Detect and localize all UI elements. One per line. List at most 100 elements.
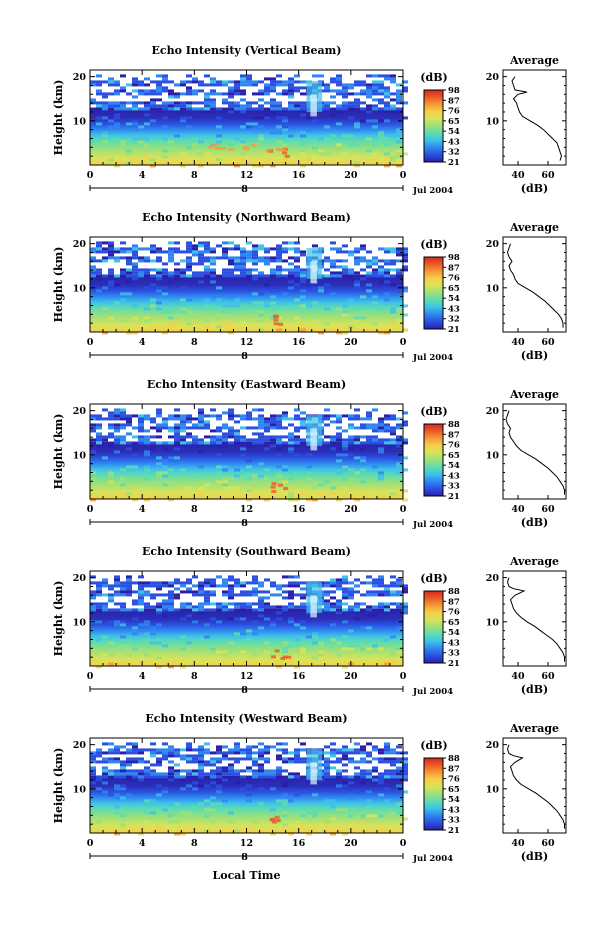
heatmap-cell [252, 769, 258, 773]
heatmap-cell [198, 745, 204, 749]
heatmap-cell [228, 802, 234, 806]
heatmap-cell [378, 584, 384, 588]
heatmap-cell [312, 632, 318, 636]
heatmap-cell [228, 271, 234, 275]
heatmap-cell [120, 620, 126, 624]
heatmap-cell [198, 411, 204, 415]
heatmap-cell [348, 775, 354, 779]
heatmap-cell [126, 423, 132, 427]
heatmap-cell [282, 575, 288, 579]
heatmap-cell [240, 802, 246, 806]
heatmap-cell [318, 289, 324, 293]
heatmap-cell [204, 635, 210, 639]
heatmap-cell [264, 608, 270, 612]
heatmap-cell [120, 322, 126, 326]
heatmap-cell [168, 596, 174, 600]
heatmap-cell [108, 241, 114, 245]
heatmap-cell [180, 775, 186, 779]
heatmap-cell [324, 593, 330, 597]
heatmap-cell [336, 459, 342, 463]
heatmap-cell [192, 250, 198, 254]
heatmap-cell [300, 80, 306, 84]
heatmap-cell [120, 247, 126, 251]
x-tick-label: 0 [400, 337, 407, 348]
heatmap-cell [330, 814, 336, 818]
heatmap-cell [144, 271, 150, 275]
heatmap-cell [270, 289, 276, 293]
heatmap-cell [222, 769, 228, 773]
heatmap-cell [156, 277, 162, 281]
heatmap-cell [330, 766, 336, 770]
heatmap-cell [174, 587, 180, 591]
heatmap-cell [354, 578, 360, 582]
heatmap-cell [258, 80, 264, 84]
heatmap-cell [210, 92, 216, 96]
heatmap-cell [174, 83, 180, 87]
heatmap-cell [186, 587, 192, 591]
heatmap-cell [138, 259, 144, 263]
heatmap-cell [246, 799, 252, 803]
heatmap-cell [330, 247, 336, 251]
heatmap-cell [96, 423, 102, 427]
heatmap-cell [168, 605, 174, 609]
heatmap-cell [162, 137, 168, 141]
heatmap-cell [138, 593, 144, 597]
heatmap-cell [336, 83, 342, 87]
heatmap-cell [144, 104, 150, 108]
colorbar-tick-label: 21 [448, 492, 460, 502]
heatmap-cell [96, 754, 102, 758]
heatmap-cell [132, 581, 138, 585]
heatmap-cell [102, 134, 108, 138]
heatmap-cell [288, 95, 294, 99]
heatmap-cell [288, 441, 294, 445]
heatmap-cell [186, 772, 192, 776]
profile-y-tick-label: 10 [486, 450, 500, 461]
heatmap-cell [192, 441, 198, 445]
heatmap-cell [372, 274, 378, 278]
heatmap-cell [390, 635, 396, 639]
heatmap-cell [198, 417, 204, 421]
heatmap-cell [366, 426, 372, 430]
heatmap-cell [324, 423, 330, 427]
heatmap-cell [324, 101, 330, 105]
heatmap-cell [384, 423, 390, 427]
heatmap-cell [252, 438, 258, 442]
heatmap-cell [222, 92, 228, 96]
heatmap-cell [114, 608, 120, 612]
heatmap-cell [342, 265, 348, 269]
heatmap-cell [204, 584, 210, 588]
heatmap-cell [354, 247, 360, 251]
heatmap-cell [288, 751, 294, 755]
heatmap-cell [402, 817, 408, 821]
heatmap-cell [300, 742, 306, 746]
colorbar-tick-label: 98 [448, 253, 460, 263]
heatmap-cell [288, 620, 294, 624]
heatmap-cell [174, 322, 180, 326]
heatmap-cell [294, 316, 300, 320]
heatmap-cell [144, 89, 150, 93]
heatmap-cell [390, 653, 396, 657]
heatmap-cell [186, 602, 192, 606]
heatmap-cell [372, 158, 378, 162]
heatmap-cell [396, 423, 402, 427]
heatmap-cell [102, 659, 108, 663]
heatmap-cell [96, 122, 102, 126]
heatmap-cell [324, 602, 330, 606]
heatmap-cell [294, 659, 300, 663]
heatmap-cell [222, 468, 228, 472]
heatmap-cell [282, 781, 288, 785]
heatmap-cell [228, 295, 234, 299]
heatmap-cell [108, 748, 114, 752]
heatmap-cell [174, 101, 180, 105]
heatmap-cell [366, 250, 372, 254]
heatmap-cell [294, 414, 300, 418]
heatmap-cell [204, 641, 210, 645]
heatmap-cell [150, 632, 156, 636]
heatmap-cell [378, 423, 384, 427]
heatmap-cell [354, 283, 360, 287]
heatmap-cell [138, 760, 144, 764]
heatmap-cell [216, 444, 222, 448]
heatmap-cell [366, 751, 372, 755]
heatmap-cell [384, 623, 390, 627]
heatmap-cell [156, 584, 162, 588]
